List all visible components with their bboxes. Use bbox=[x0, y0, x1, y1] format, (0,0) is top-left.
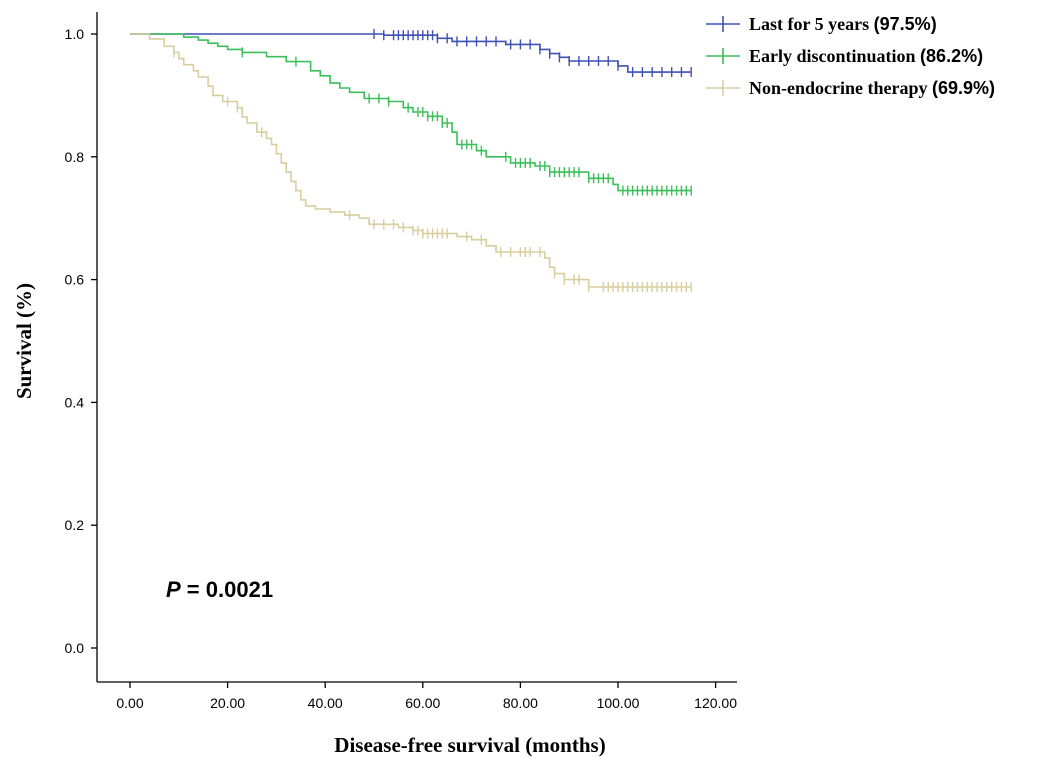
x-tick-label: 80.00 bbox=[503, 695, 538, 711]
legend-series-name: Early discontinuation bbox=[749, 46, 920, 66]
legend-label: Non-endocrine therapy (69.9%) bbox=[749, 78, 995, 98]
curve-early-discontinuation bbox=[130, 33, 692, 192]
legend-series-percent: (69.9%) bbox=[932, 78, 995, 98]
x-tick-label: 100.00 bbox=[597, 695, 640, 711]
legend-series-name: Last for 5 years bbox=[749, 14, 874, 34]
x-tick-label: 40.00 bbox=[308, 695, 343, 711]
p-value-annotation: P = 0.0021 bbox=[166, 577, 273, 602]
axes: 0.0 0.2 0.4 0.6 0.8 1.0 0.00 20.00 40.00 60.00 80.… bbox=[65, 12, 737, 711]
legend-item: Non-endocrine therapy (69.9%) bbox=[706, 78, 995, 98]
legend-item: Last for 5 years (97.5%) bbox=[706, 14, 937, 34]
y-tick-label: 0.0 bbox=[65, 640, 85, 656]
p-value-text: = 0.0021 bbox=[181, 577, 273, 602]
legend: Last for 5 years (97.5%) Early discontinu… bbox=[706, 14, 995, 98]
legend-series-percent: (97.5%) bbox=[874, 14, 937, 34]
x-tick-label: 0.00 bbox=[116, 695, 143, 711]
x-axis-title: Disease-free survival (months) bbox=[334, 733, 605, 757]
y-tick-label: 0.4 bbox=[65, 394, 85, 410]
y-tick-label: 0.6 bbox=[65, 272, 85, 288]
y-tick-label: 1.0 bbox=[65, 26, 85, 42]
curve-non-endocrine-therapy bbox=[130, 33, 692, 288]
legend-series-percent: (86.2%) bbox=[920, 46, 983, 66]
curve-last-for-5-years bbox=[130, 33, 692, 73]
x-tick-label: 120.00 bbox=[694, 695, 737, 711]
legend-label: Early discontinuation (86.2%) bbox=[749, 46, 983, 66]
x-tick-label: 60.00 bbox=[405, 695, 440, 711]
legend-label: Last for 5 years (97.5%) bbox=[749, 14, 937, 34]
y-tick-label: 0.2 bbox=[65, 517, 85, 533]
y-axis-title: Survival (%) bbox=[12, 283, 36, 399]
x-tick-label: 20.00 bbox=[210, 695, 245, 711]
p-value-symbol: P bbox=[166, 577, 181, 602]
legend-item: Early discontinuation (86.2%) bbox=[706, 46, 983, 66]
y-tick-label: 0.8 bbox=[65, 149, 85, 165]
legend-series-name: Non-endocrine therapy bbox=[749, 78, 932, 98]
survival-curves bbox=[130, 29, 692, 292]
